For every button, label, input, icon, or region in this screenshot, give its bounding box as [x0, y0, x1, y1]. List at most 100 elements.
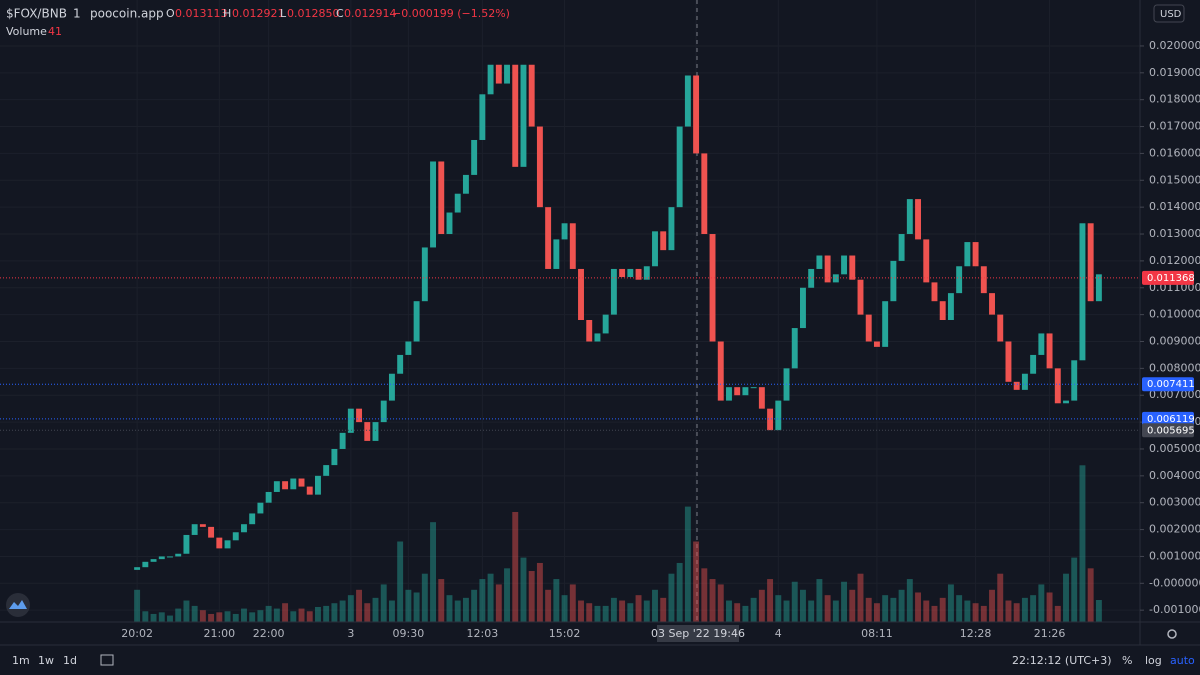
volume-bar [824, 595, 831, 622]
volume-bar [421, 573, 428, 622]
volume-bar [1038, 584, 1045, 622]
volume-bar [183, 600, 190, 622]
y-tick-label: 0.012000 [1149, 254, 1200, 267]
volume-bar [775, 595, 782, 622]
volume-bar [989, 589, 995, 622]
x-tick-label: 12:03 [467, 627, 499, 640]
o-value: 0.013113 [175, 7, 228, 20]
candle-body [610, 268, 617, 315]
source: poocoin.app [90, 7, 164, 21]
volume-bar [890, 597, 897, 622]
currency[interactable]: USD [1160, 9, 1182, 20]
candle-body [906, 199, 913, 235]
volume-bar [306, 611, 313, 622]
volume-bar [561, 595, 568, 622]
volume-bar [413, 592, 420, 622]
logo[interactable] [6, 593, 30, 617]
candle-body [594, 333, 601, 342]
candle-body [1005, 341, 1012, 382]
candle-body [331, 448, 338, 466]
candle-body [873, 341, 880, 347]
candle-body [717, 341, 724, 401]
candle-body [676, 126, 683, 208]
volume-bar [512, 511, 519, 622]
volume-bar [167, 615, 173, 622]
y-tick-label: 0.009000 [1149, 334, 1200, 347]
x-tick-label: 15:02 [549, 627, 581, 640]
volume-bar [734, 603, 741, 622]
axes: 0.020000 0.019000 0.018000 0.017000 0.016000… [121, 39, 1200, 640]
volume-bar [224, 611, 231, 622]
volume-bar [652, 589, 658, 622]
clock: 22:12:12 (UTC+3) [1012, 654, 1112, 667]
candle-body [1063, 400, 1069, 404]
candle-body [569, 223, 576, 269]
log-toggle[interactable]: log [1145, 654, 1162, 667]
y-tick-label: 0.017000 [1149, 120, 1200, 133]
candle-body [832, 274, 839, 283]
volume-bar [528, 571, 535, 622]
volume-bar [939, 597, 946, 622]
volume-bar [906, 579, 913, 622]
candle-body [1087, 223, 1094, 302]
x-tick-label: 3 [347, 627, 354, 640]
price-line-label: 0.011368 [1147, 273, 1195, 284]
c-label: C [336, 7, 344, 20]
volume-bar [627, 603, 634, 622]
range-1w[interactable]: 1w [38, 654, 54, 667]
volume-bar [701, 568, 708, 622]
range-1m[interactable]: 1m [12, 654, 30, 667]
candle-body [561, 223, 568, 240]
candle-body [265, 491, 272, 503]
volume-bar [438, 579, 445, 622]
candle-body [586, 320, 593, 342]
candle-body [158, 556, 165, 560]
volume-bar [931, 605, 938, 622]
candle-body [791, 328, 798, 369]
auto-toggle[interactable]: auto [1170, 654, 1195, 667]
candle-body [364, 422, 371, 441]
volume-bar [1079, 465, 1086, 622]
volume-bar [693, 541, 700, 622]
volume-bar [454, 600, 461, 622]
candle-body [816, 255, 823, 269]
volume-bar [882, 595, 889, 622]
date-range-icon[interactable] [100, 654, 114, 666]
volume-bar [208, 613, 215, 622]
volume-bar [142, 611, 149, 622]
volume-bar [471, 589, 478, 622]
volume-bar [232, 613, 239, 622]
percent-toggle[interactable]: % [1122, 654, 1132, 667]
candle-body [454, 193, 461, 213]
volume-bar [586, 603, 593, 622]
volume-bar [602, 605, 609, 622]
candle-body [750, 387, 757, 389]
candle-body [841, 255, 848, 275]
candle-body [1013, 381, 1020, 390]
candle-body [578, 268, 584, 321]
crosshair-box [657, 625, 739, 642]
price-line-label: 0.006119 [1147, 414, 1195, 425]
volume-bar [462, 597, 469, 622]
volume-bar [134, 589, 141, 622]
x-tick-label: 12:28 [960, 627, 992, 640]
currency-button[interactable] [1153, 4, 1185, 23]
volume-value: 41 [48, 25, 62, 38]
volume-bar [972, 603, 979, 622]
range-1d[interactable]: 1d [63, 654, 77, 667]
volume-bar [158, 612, 165, 622]
x-tick-label: 20:02 [121, 627, 153, 640]
volume-bar [915, 592, 922, 622]
candle-body [479, 94, 486, 140]
volume-bar [216, 612, 223, 622]
settings-icon[interactable] [1167, 629, 1177, 639]
volume-bar [347, 595, 354, 622]
volume-bar [947, 584, 954, 622]
interval: 1 [73, 7, 81, 21]
volume-bar [249, 612, 256, 622]
y-tick-label: 0.014000 [1149, 200, 1200, 213]
price-line-box [1142, 377, 1194, 392]
candle-body [224, 540, 231, 549]
candle-body [849, 255, 856, 280]
candle-body [421, 247, 428, 302]
